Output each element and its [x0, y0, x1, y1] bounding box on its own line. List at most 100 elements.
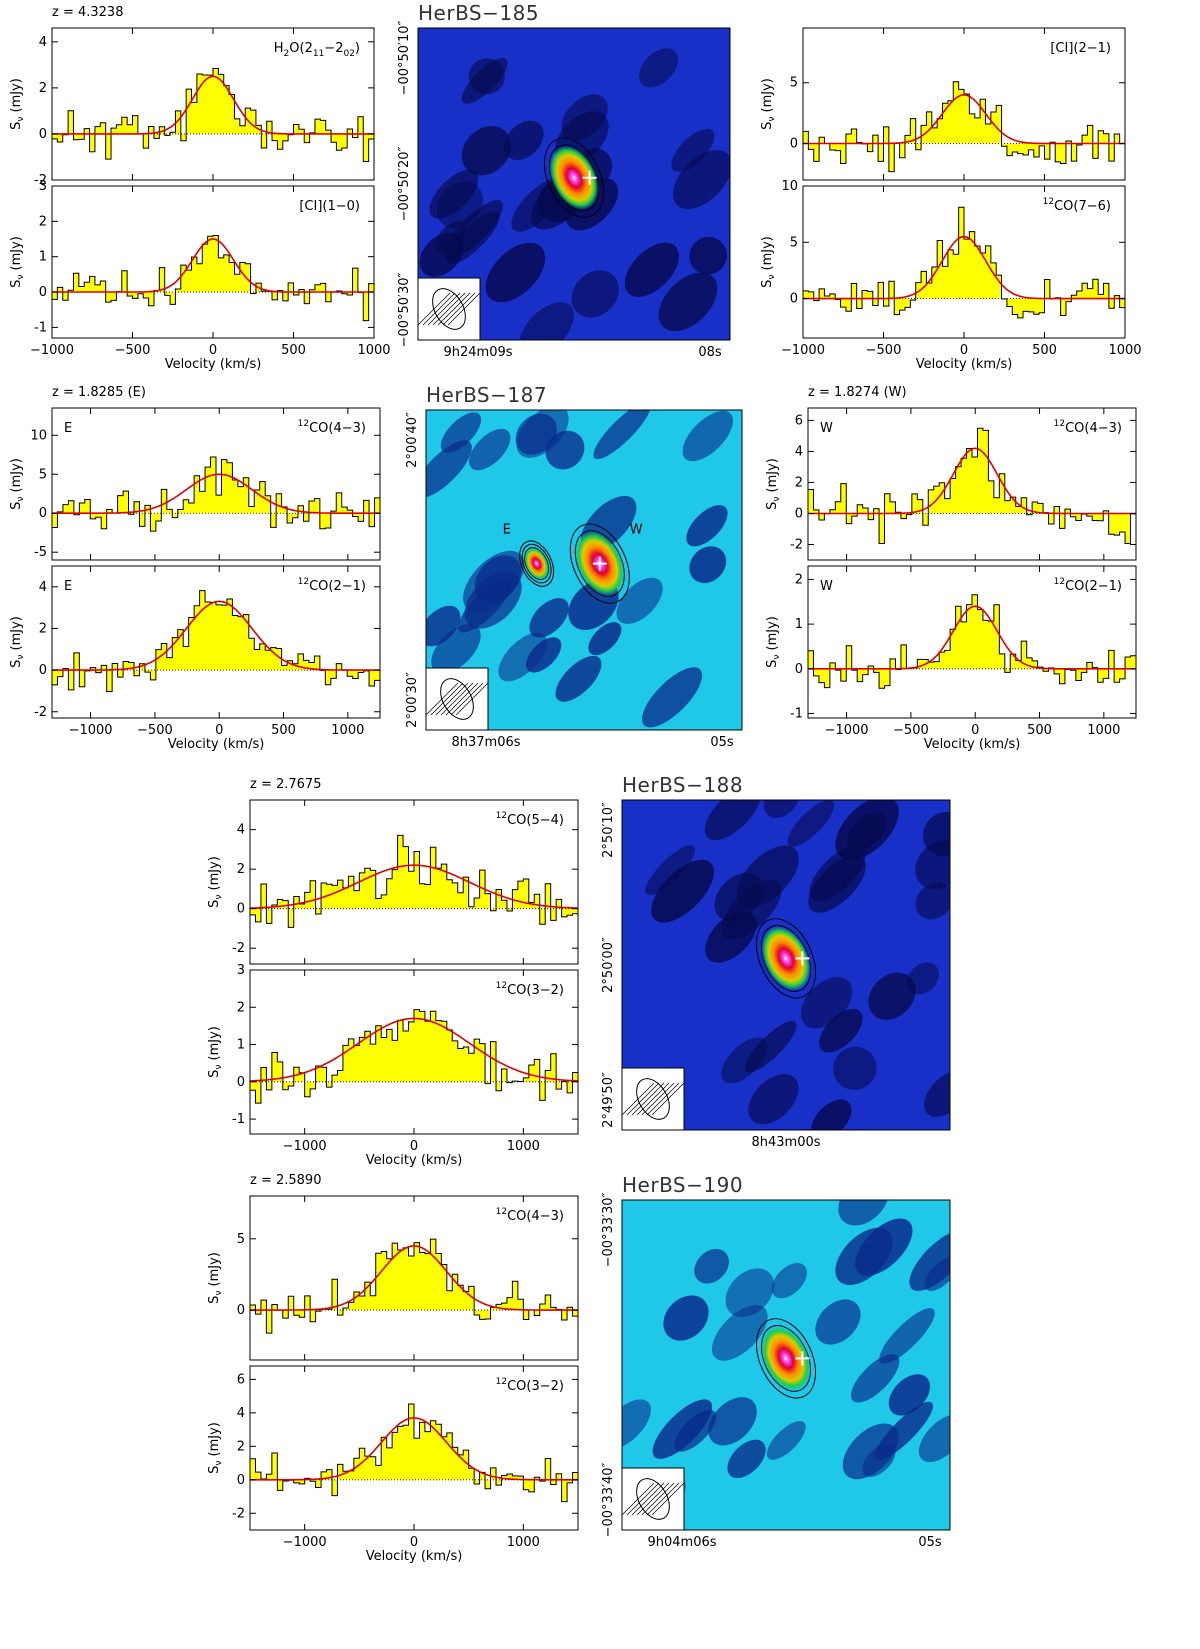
line-label: 12CO(4−3): [496, 1207, 564, 1224]
x-tick-label: 1000: [507, 1139, 540, 1154]
redshift-label: z = 4.3238: [52, 5, 123, 20]
y-tick-label: -2: [34, 705, 47, 720]
spectrum-histogram: [803, 81, 1125, 173]
x-tick-label: 500: [271, 723, 296, 738]
position-marker: [592, 556, 607, 571]
noise-blob: [915, 882, 950, 920]
noise-blob: [651, 859, 714, 923]
y-tick-label: 0: [237, 902, 245, 917]
noise-blob: [711, 1305, 768, 1361]
gaussian-fit: [250, 1245, 578, 1311]
noise-blob: [464, 571, 522, 629]
y-axis-label: Sν (mJy): [760, 236, 777, 288]
spectrum-panel: -1 0 1 2 3 −1000 0 1000 Velocity (km/s) Sν (mJy) 1…: [207, 963, 579, 1168]
source-emission: [761, 1326, 811, 1391]
y-tick-label: 0: [237, 1303, 245, 1318]
component-label: W: [630, 523, 643, 538]
y-tick-label: 2: [39, 81, 47, 96]
x-tick-label: −1000: [825, 723, 869, 738]
spectrum-fill: [52, 68, 374, 162]
x-tick-label: −1000: [30, 343, 74, 358]
noise-blob: [561, 94, 608, 141]
noise-blob: [727, 1439, 766, 1479]
gaussian-fit: [808, 605, 1136, 670]
y-tick-label: 1: [39, 250, 47, 265]
noise-blob: [736, 845, 799, 908]
y-tick-label: 0: [39, 127, 47, 142]
noise-blob: [915, 840, 950, 890]
y-axis-label: Sν (mJy): [207, 1422, 224, 1474]
source-title: HerBS−187: [426, 383, 547, 407]
noise-blob: [689, 546, 727, 584]
noise-blob: [588, 622, 622, 656]
y-tick-label: 10: [30, 428, 47, 443]
noise-blob: [498, 632, 548, 682]
source-title: HerBS−190: [622, 1173, 743, 1197]
noise-blob: [847, 811, 887, 851]
noise-blob: [469, 428, 511, 471]
spectrum-fill: [52, 235, 374, 321]
spectrum-histogram: [52, 68, 374, 163]
spectrum-histogram: [808, 594, 1136, 689]
beam-hatch: [426, 682, 459, 716]
noise-blob: [624, 242, 679, 297]
map-panel: HerBS−188 2°50′10″ 2°50′00″ 2°49′50″ 8h43m00…: [601, 773, 951, 1150]
noise-blob: [879, 1308, 935, 1364]
beam-hatch: [651, 1482, 685, 1516]
noise-blob: [835, 1227, 893, 1285]
map-frame: [621, 799, 951, 1131]
spectrum-panel: 0 5 10 −1000 −500 0 500 1000 Velocity (km/s) Sν (…: [760, 179, 1142, 372]
noise-blob: [446, 211, 500, 265]
noise-blob: [694, 1248, 729, 1284]
beam-hatch: [636, 1082, 670, 1116]
spectrum-fill: [52, 590, 380, 692]
dec-label: 2°00′30″: [405, 672, 420, 728]
noise-blob: [888, 1374, 931, 1416]
y-tick-label: 4: [237, 1406, 245, 1421]
y-tick-label: 0: [39, 285, 47, 300]
noise-blob: [436, 181, 484, 229]
spectrum-panel: -2 0 2 4 Sν (mJy) H2O(211−202): [9, 27, 375, 188]
x-tick-label: −1000: [69, 723, 113, 738]
gaussian-fit: [250, 1017, 578, 1082]
beam-hatch: [427, 292, 461, 326]
y-tick-label: 4: [795, 444, 803, 459]
beam-hatch: [450, 682, 484, 716]
beam-hatch: [455, 682, 489, 716]
spectrum-histogram: [808, 427, 1136, 545]
y-axis-label: Sν (mJy): [207, 1026, 224, 1078]
x-tick-label: 0: [410, 1535, 418, 1550]
ra-label: 05s: [918, 1535, 942, 1550]
beam-hatch: [430, 682, 464, 716]
noise-blob: [725, 1268, 775, 1317]
y-tick-label: -5: [34, 545, 47, 560]
y-tick-label: 5: [237, 1232, 245, 1247]
beam-hatch: [622, 1082, 655, 1116]
beam-hatch: [641, 1482, 675, 1516]
y-tick-label: 5: [790, 235, 798, 250]
spectrum-fill: [250, 1009, 578, 1104]
panel-frame: [51, 565, 381, 719]
x-axis-label: Velocity (km/s): [168, 737, 265, 752]
map-panel: E W HerBS−187 2°00′40″ 2°00′30″ 8h37m06s 05s: [405, 383, 743, 750]
y-tick-label: 6: [795, 413, 803, 428]
spectrum-panel: -2 0 2 4 −1000 −500 0 500 1000 Velocity (km/s) Sν …: [9, 565, 381, 752]
noise-blob: [815, 1299, 861, 1345]
map-frame: [417, 27, 731, 341]
ra-label: 8h43m00s: [751, 1135, 820, 1150]
dec-label: −00°50′10″: [397, 20, 412, 95]
y-tick-label: 0: [237, 1075, 245, 1090]
position-marker: [582, 170, 597, 185]
x-tick-label: −1000: [283, 1139, 327, 1154]
spectrum-fill: [808, 428, 1136, 544]
x-axis-label: Velocity (km/s): [916, 357, 1013, 372]
ra-label: 08s: [698, 345, 722, 360]
noise-blob: [652, 1399, 713, 1459]
noise-blob: [708, 1397, 757, 1446]
noise-blob: [682, 410, 733, 462]
noise-blob: [922, 811, 950, 857]
map-frame: [621, 1199, 951, 1531]
beam-hatch: [631, 1082, 665, 1116]
spectrum-histogram: [250, 1238, 578, 1334]
y-tick-label: -2: [232, 941, 245, 956]
